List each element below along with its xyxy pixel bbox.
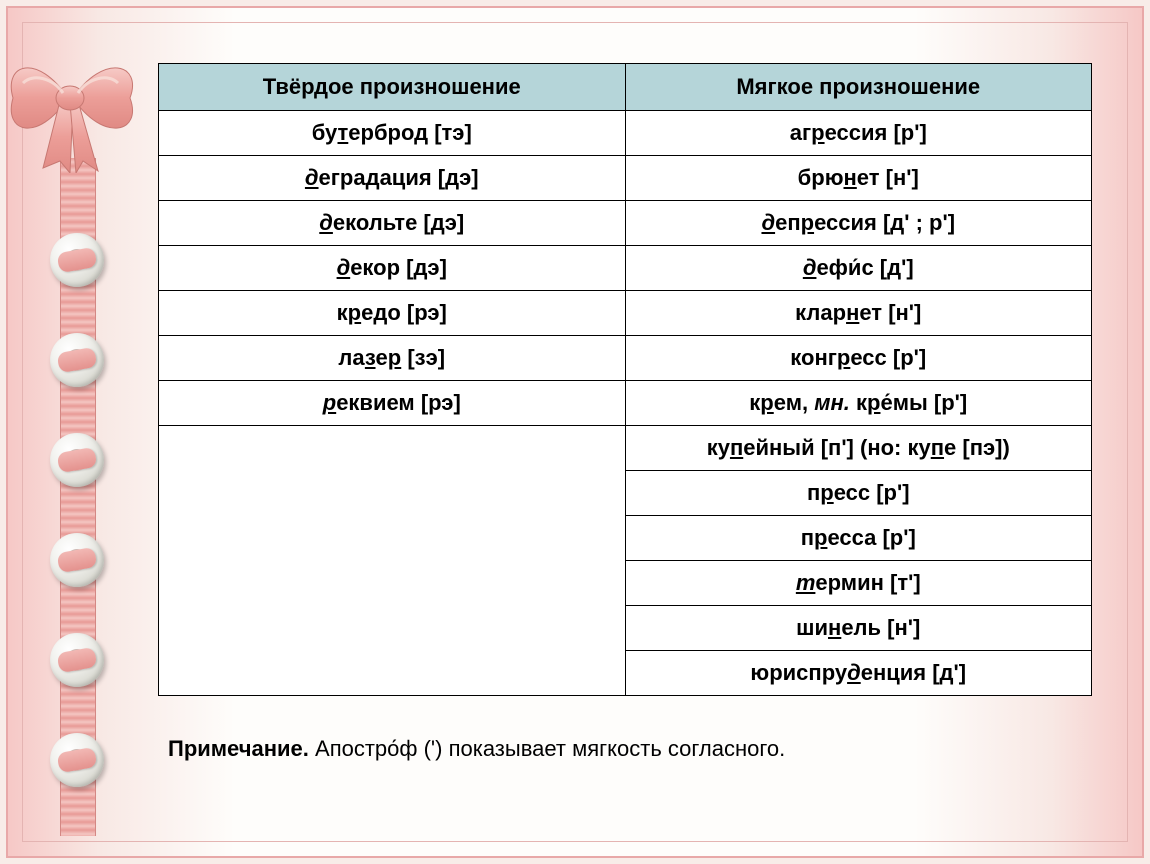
cell-soft: юриспруденция [д'] xyxy=(625,651,1092,696)
footnote: Примечание. Апостро́ф (') показывает мяг… xyxy=(158,736,1092,762)
table-body: бутерброд [тэ]агрессия [р']деградация [д… xyxy=(159,111,1092,696)
cell-soft: депрессия [д' ; р'] xyxy=(625,201,1092,246)
eyelet xyxy=(50,433,106,489)
cell-soft: брюнет [н'] xyxy=(625,156,1092,201)
content-area: Твёрдое произношение Мягкое произношение… xyxy=(158,63,1092,816)
table-row: шинель [н'] xyxy=(159,606,1092,651)
cell-hard: декор [дэ] xyxy=(159,246,626,291)
table-row: юриспруденция [д'] xyxy=(159,651,1092,696)
table-row: деградация [дэ]брюнет [н'] xyxy=(159,156,1092,201)
table-row: лазер [зэ]конгресс [р'] xyxy=(159,336,1092,381)
footnote-label: Примечание. xyxy=(168,736,309,761)
cell-hard: лазер [зэ] xyxy=(159,336,626,381)
pronunciation-table: Твёрдое произношение Мягкое произношение… xyxy=(158,63,1092,696)
table-row: пресс [р'] xyxy=(159,471,1092,516)
cell-hard: реквием [рэ] xyxy=(159,381,626,426)
eyelet xyxy=(50,333,106,389)
table-row: декор [дэ]дефи́с [д'] xyxy=(159,246,1092,291)
table-row: купейный [п'] (но: купе [пэ]) xyxy=(159,426,1092,471)
ribbon-bow xyxy=(0,43,148,173)
eyelet xyxy=(50,533,106,589)
header-soft: Мягкое произношение xyxy=(625,64,1092,111)
cell-hard xyxy=(159,606,626,651)
table-row: пресса [р'] xyxy=(159,516,1092,561)
table-row: реквием [рэ]крем, мн. кре́мы [р'] xyxy=(159,381,1092,426)
cell-hard xyxy=(159,516,626,561)
cell-hard: декольте [дэ] xyxy=(159,201,626,246)
table-row: бутерброд [тэ]агрессия [р'] xyxy=(159,111,1092,156)
cell-soft: пресс [р'] xyxy=(625,471,1092,516)
cell-soft: конгресс [р'] xyxy=(625,336,1092,381)
cell-hard: деградация [дэ] xyxy=(159,156,626,201)
footnote-text: Апостро́ф (') показывает мягкость соглас… xyxy=(309,736,785,761)
cell-soft: кларнет [н'] xyxy=(625,291,1092,336)
cell-hard xyxy=(159,426,626,471)
cell-hard xyxy=(159,651,626,696)
cell-soft: агрессия [р'] xyxy=(625,111,1092,156)
table-row: кредо [рэ]кларнет [н'] xyxy=(159,291,1092,336)
cell-soft: купейный [п'] (но: купе [пэ]) xyxy=(625,426,1092,471)
cell-soft: дефи́с [д'] xyxy=(625,246,1092,291)
eyelet xyxy=(50,233,106,289)
decorative-frame: Твёрдое произношение Мягкое произношение… xyxy=(6,6,1144,858)
cell-hard: бутерброд [тэ] xyxy=(159,111,626,156)
eyelet xyxy=(50,633,106,689)
cell-soft: шинель [н'] xyxy=(625,606,1092,651)
cell-soft: термин [т'] xyxy=(625,561,1092,606)
cell-hard: кредо [рэ] xyxy=(159,291,626,336)
cell-hard xyxy=(159,471,626,516)
cell-soft: пресса [р'] xyxy=(625,516,1092,561)
eyelet xyxy=(50,733,106,789)
cell-soft: крем, мн. кре́мы [р'] xyxy=(625,381,1092,426)
table-header-row: Твёрдое произношение Мягкое произношение xyxy=(159,64,1092,111)
table-row: термин [т'] xyxy=(159,561,1092,606)
header-hard: Твёрдое произношение xyxy=(159,64,626,111)
cell-hard xyxy=(159,561,626,606)
table-row: декольте [дэ]депрессия [д' ; р'] xyxy=(159,201,1092,246)
